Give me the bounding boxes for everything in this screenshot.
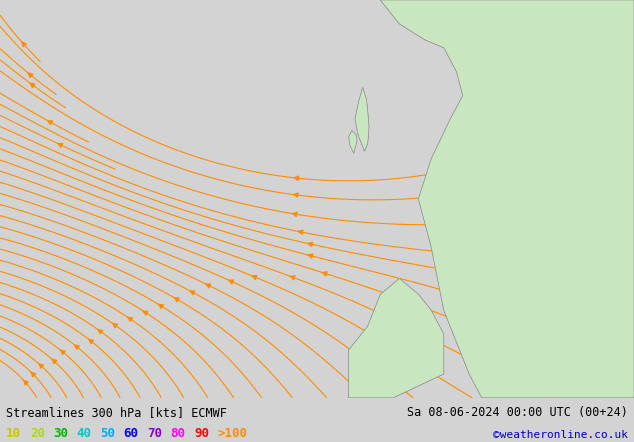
Text: 10: 10 (6, 427, 22, 439)
FancyArrowPatch shape (294, 176, 299, 180)
FancyArrowPatch shape (307, 254, 313, 258)
FancyArrowPatch shape (47, 120, 53, 125)
FancyArrowPatch shape (98, 329, 103, 334)
Text: 30: 30 (53, 427, 68, 439)
FancyArrowPatch shape (30, 83, 35, 88)
FancyArrowPatch shape (294, 193, 298, 198)
FancyArrowPatch shape (127, 317, 133, 322)
Text: Streamlines 300 hPa [kts] ECMWF: Streamlines 300 hPa [kts] ECMWF (6, 406, 227, 419)
Text: 50: 50 (100, 427, 115, 439)
FancyArrowPatch shape (174, 297, 179, 302)
FancyArrowPatch shape (30, 372, 36, 377)
FancyArrowPatch shape (292, 212, 297, 217)
Text: 40: 40 (77, 427, 92, 439)
FancyArrowPatch shape (252, 275, 257, 280)
FancyArrowPatch shape (158, 304, 164, 309)
FancyArrowPatch shape (23, 380, 29, 385)
Text: 20: 20 (30, 427, 45, 439)
Text: 60: 60 (124, 427, 139, 439)
FancyArrowPatch shape (74, 344, 79, 349)
FancyArrowPatch shape (51, 359, 57, 364)
FancyArrowPatch shape (228, 280, 234, 284)
Polygon shape (380, 0, 634, 398)
FancyArrowPatch shape (58, 143, 63, 148)
Polygon shape (349, 130, 357, 153)
Text: Sa 08-06-2024 00:00 UTC (00+24): Sa 08-06-2024 00:00 UTC (00+24) (407, 406, 628, 419)
FancyArrowPatch shape (190, 291, 195, 295)
Polygon shape (349, 278, 444, 398)
Text: 90: 90 (194, 427, 209, 439)
FancyArrowPatch shape (21, 42, 27, 47)
Polygon shape (349, 130, 357, 153)
Text: 70: 70 (147, 427, 162, 439)
FancyArrowPatch shape (112, 323, 118, 328)
FancyArrowPatch shape (322, 272, 327, 276)
FancyArrowPatch shape (307, 242, 313, 247)
Text: ©weatheronline.co.uk: ©weatheronline.co.uk (493, 430, 628, 439)
FancyArrowPatch shape (205, 284, 211, 288)
Polygon shape (380, 0, 634, 398)
FancyArrowPatch shape (290, 276, 295, 280)
Polygon shape (349, 278, 444, 398)
Polygon shape (355, 88, 369, 151)
FancyArrowPatch shape (60, 350, 65, 354)
FancyArrowPatch shape (143, 311, 148, 315)
FancyArrowPatch shape (27, 72, 33, 77)
Text: >100: >100 (217, 427, 247, 439)
FancyArrowPatch shape (38, 363, 44, 368)
FancyArrowPatch shape (88, 339, 94, 344)
Text: 80: 80 (171, 427, 186, 439)
FancyArrowPatch shape (298, 230, 303, 234)
Polygon shape (355, 88, 369, 151)
